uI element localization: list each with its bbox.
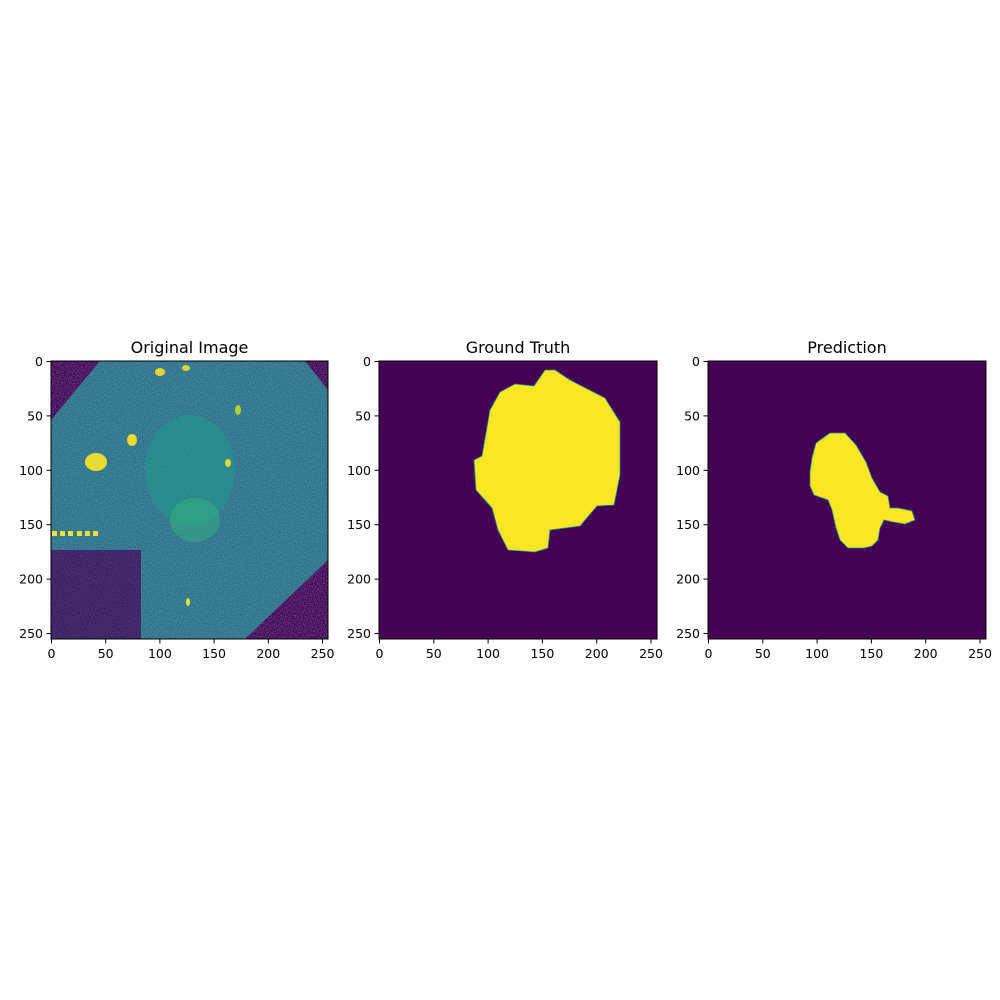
y-tick-label: 0 xyxy=(35,354,43,369)
panel-title-original-image: Original Image xyxy=(131,338,249,357)
y-tick-label: 150 xyxy=(347,517,371,532)
x-tick-label: 200 xyxy=(585,646,609,661)
panel-title-ground-truth: Ground Truth xyxy=(466,338,571,357)
x-tick-label: 0 xyxy=(705,646,713,661)
y-axis-original-image: 0 50 100 150 200 250 xyxy=(19,354,51,641)
y-tick-label: 150 xyxy=(676,517,700,532)
ground-truth-region xyxy=(473,369,621,553)
y-tick-label: 50 xyxy=(355,408,371,423)
x-tick-label: 150 xyxy=(859,646,883,661)
panel-ground-truth: Ground Truth 0 50 100 150 200 250 xyxy=(347,338,663,661)
x-tick-label: 250 xyxy=(968,646,992,661)
x-tick-label: 150 xyxy=(202,646,226,661)
x-tick-label: 100 xyxy=(476,646,500,661)
y-tick-label: 0 xyxy=(363,354,371,369)
x-axis-ground-truth: 0 50 100 150 200 250 xyxy=(376,639,663,661)
ground-truth-mask xyxy=(379,361,657,639)
y-tick-label: 200 xyxy=(347,572,371,587)
x-tick-label: 250 xyxy=(311,646,335,661)
panel-original-image: Original Image xyxy=(19,338,334,661)
x-tick-label: 200 xyxy=(256,646,280,661)
x-axis-prediction: 0 50 100 150 200 250 xyxy=(705,639,992,661)
y-tick-label: 250 xyxy=(676,626,700,641)
y-tick-label: 0 xyxy=(692,354,700,369)
x-tick-label: 50 xyxy=(755,646,771,661)
x-tick-label: 250 xyxy=(639,646,663,661)
y-tick-label: 150 xyxy=(19,517,43,532)
x-tick-label: 50 xyxy=(426,646,442,661)
x-tick-label: 200 xyxy=(914,646,938,661)
prediction-mask xyxy=(708,361,986,639)
y-tick-label: 200 xyxy=(19,572,43,587)
panel-title-prediction: Prediction xyxy=(807,338,886,357)
y-tick-label: 200 xyxy=(676,572,700,587)
x-tick-label: 50 xyxy=(98,646,114,661)
x-tick-label: 0 xyxy=(376,646,384,661)
y-tick-label: 250 xyxy=(19,626,43,641)
y-tick-label: 50 xyxy=(27,408,43,423)
x-tick-label: 150 xyxy=(530,646,554,661)
x-tick-label: 100 xyxy=(148,646,172,661)
x-axis-original-image: 0 50 100 150 200 250 xyxy=(48,639,335,661)
y-tick-label: 250 xyxy=(347,626,371,641)
prediction-region xyxy=(809,432,916,549)
y-axis-ground-truth: 0 50 100 150 200 250 xyxy=(347,354,379,641)
panel-prediction: Prediction 0 50 100 150 200 250 xyxy=(676,338,992,661)
y-tick-label: 100 xyxy=(676,463,700,478)
y-axis-prediction: 0 50 100 150 200 250 xyxy=(676,354,708,641)
y-tick-label: 100 xyxy=(19,463,43,478)
original-image xyxy=(51,361,328,639)
y-tick-label: 100 xyxy=(347,463,371,478)
x-tick-label: 0 xyxy=(48,646,56,661)
x-tick-label: 100 xyxy=(805,646,829,661)
y-tick-label: 50 xyxy=(684,408,700,423)
